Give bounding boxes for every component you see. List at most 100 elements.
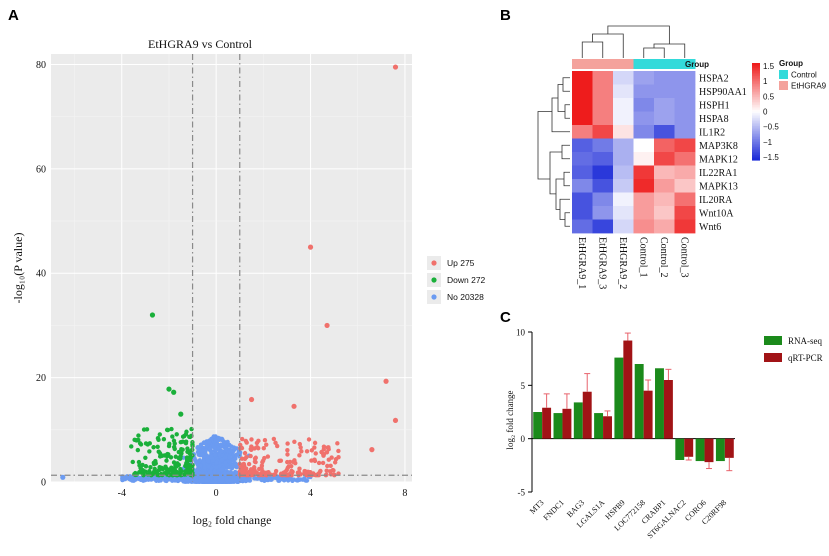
volcano-point-up [307,244,314,250]
volcano-point-up [239,456,245,461]
heatmap-scale-step [752,122,760,126]
volcano-legend-label: Down 272 [447,275,486,285]
heatmap-scale-step [752,106,760,109]
heatmap-scale-step [752,72,760,75]
heatmap-row-label: IL1R2 [699,127,725,138]
heatmap-cell [633,206,655,220]
volcano-point-no [219,457,225,463]
volcano-point-no [172,478,178,483]
volcano-point-down [138,442,144,447]
volcano-point-down [143,455,148,461]
heatmap-cell [674,206,696,220]
heatmap-cell [613,71,634,85]
volcano-point-up [273,440,278,446]
volcano-point-down [156,437,161,442]
volcano-y-tick-label: 80 [36,60,46,71]
heatmap-cell [613,84,634,99]
volcano-point-up [255,472,261,477]
heatmap-row-dendrogram [557,84,565,112]
bar-rna-seq [553,413,563,439]
volcano-point-down [151,469,157,475]
volcano-point-down [164,458,169,463]
heatmap-scale-step [752,119,760,122]
volcano-point-down [164,427,170,433]
heatmap-row-label: HSPA2 [699,73,729,84]
heatmap-row-dendrogram [551,97,570,133]
heatmap-legend-label: Control [791,71,817,80]
heatmap-cell [592,111,614,126]
volcano-point-no [216,435,221,441]
heatmap-cell [572,111,593,126]
volcano-point-down [171,444,177,450]
heatmap-cell [592,219,614,234]
heatmap-cell [613,138,634,153]
heatmap-scale-step [752,105,760,108]
heatmap-column-label: EtHGRA9_2 [617,237,628,289]
heatmap-scale-step [752,127,760,130]
heatmap-cell [674,152,696,166]
heatmap-group-cell [674,59,696,69]
volcano-point-up [248,446,253,452]
volcano-point-up [326,457,331,462]
volcano-point-up [243,438,249,444]
volcano-point-no [209,455,214,460]
heatmap-cell [633,111,655,126]
volcano-point-up [326,447,331,452]
bar-rna-seq [695,438,705,462]
volcano-y-axis-label: -log₁₀(P value) [11,233,25,304]
volcano-point-no [229,444,234,449]
volcano-point-up [312,445,317,450]
volcano-point-down [180,447,185,452]
heatmap-cell [674,219,696,234]
heatmap-scale-step [752,121,760,124]
heatmap-scale-step [752,85,760,88]
volcano-point-no [206,464,211,469]
heatmap-scale-step [752,150,760,153]
heatmap-row-label: HSPH1 [699,100,730,111]
bar-qrt-pcr [663,380,673,439]
heatmap-row-label: MAPK12 [699,154,738,165]
volcano-point-down [185,446,190,451]
heatmap-row-label: IL22RA1 [699,168,737,179]
volcano-point-up [292,439,297,444]
volcano-point-up [242,450,248,456]
heatmap-cell [654,206,675,220]
volcano-point-no [244,478,249,483]
volcano-point-down [185,455,190,460]
heatmap-column-dendrogram [592,33,624,58]
heatmap-column-label: EtHGRA9_1 [576,237,587,289]
volcano-point-no [226,454,232,460]
volcano-point-down [149,312,156,318]
volcano-point-down [143,464,149,469]
heatmap-scale-step [752,147,760,150]
volcano-point-no [204,453,209,458]
volcano-point-up [331,468,336,473]
volcano-legend-label: Up 275 [447,258,475,268]
expression-heatmap: Group HSPA2 HSP90AA1 HSPH1 HSPA8 IL1R2 MAP3K8… [537,25,827,289]
volcano-point-no [276,478,281,483]
heatmap-cell [592,138,614,153]
volcano-point-up [369,447,375,453]
volcano-title: EtHGRA9 vs Control [148,37,253,51]
volcano-x-tick-label: 4 [308,488,313,499]
heatmap-scale-step [752,129,760,132]
volcano-point-up [252,465,257,470]
heatmap-cell [572,71,593,85]
heatmap-group-cell [572,59,593,69]
heatmap-cell [572,152,593,166]
volcano-point-up [298,445,303,450]
heatmap-cell [633,179,655,193]
volcano-y-tick-label: 20 [36,373,46,384]
heatmap-cell [613,165,634,180]
volcano-point-up [285,472,291,478]
volcano-point-up [252,459,258,464]
volcano-point-down [187,434,192,440]
bar-qrt-pcr [724,438,734,458]
heatmap-cell [633,138,655,153]
volcano-point-no [219,436,225,442]
volcano-point-up [320,460,326,466]
volcano-point-up [251,470,257,475]
